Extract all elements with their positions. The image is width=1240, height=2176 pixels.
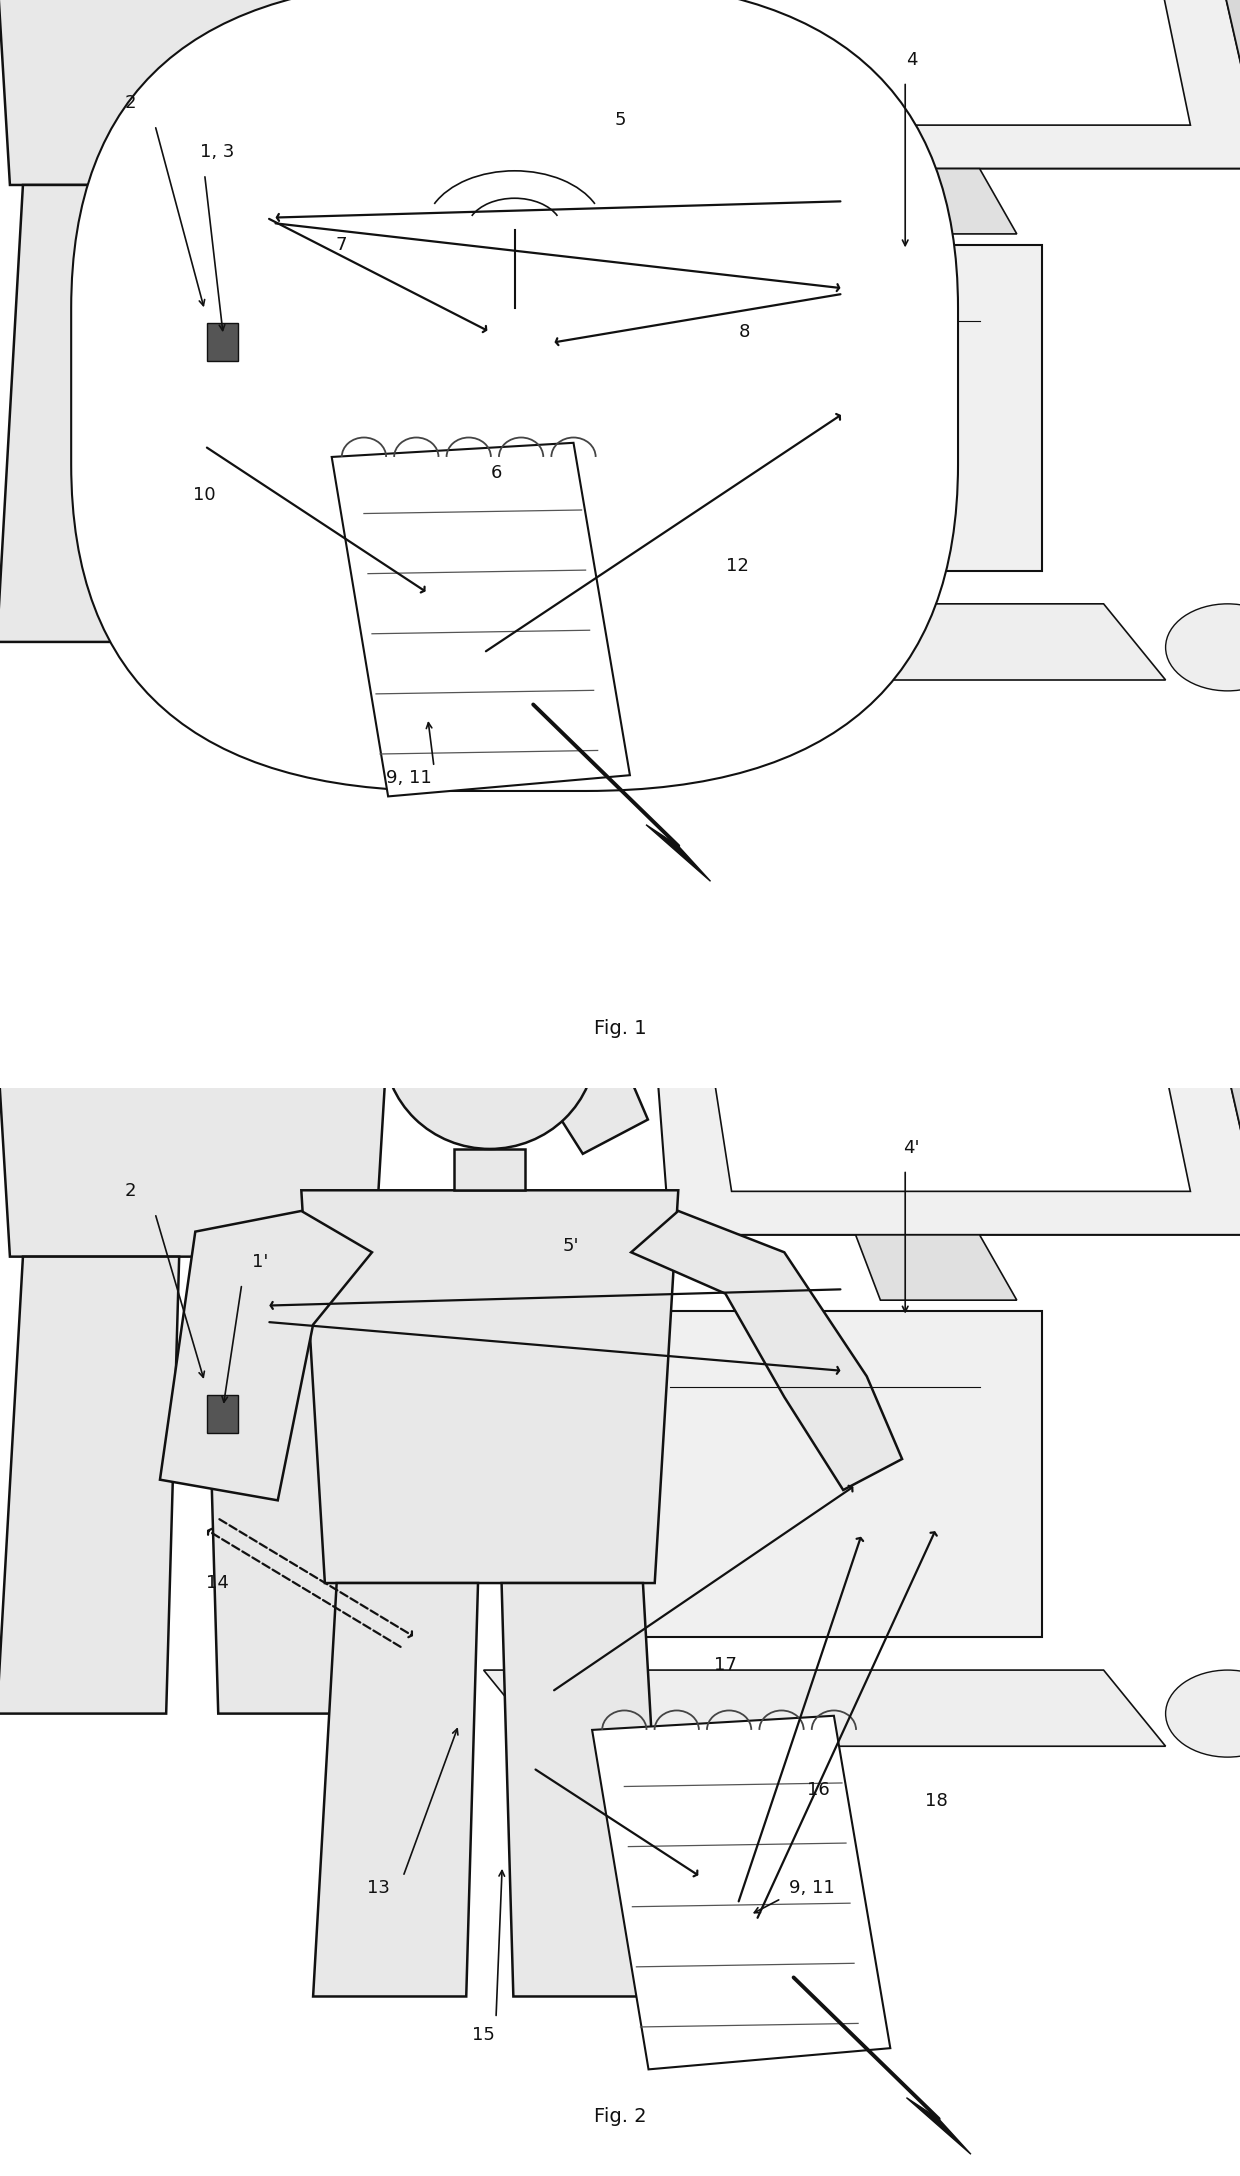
Ellipse shape [74,548,310,777]
Text: 14: 14 [206,1573,228,1593]
Polygon shape [455,1149,526,1190]
Polygon shape [0,1258,179,1715]
Polygon shape [160,1210,372,1501]
Text: 2: 2 [124,94,136,113]
Polygon shape [906,2098,971,2154]
Polygon shape [0,185,179,642]
Polygon shape [331,444,630,796]
Polygon shape [1190,0,1240,202]
Text: Fig. 1: Fig. 1 [594,1018,646,1038]
Text: 9, 11: 9, 11 [790,1878,835,1897]
Polygon shape [501,1584,667,1998]
Polygon shape [646,825,711,881]
Polygon shape [570,246,1042,572]
Text: 2: 2 [124,1182,136,1201]
Polygon shape [206,1258,387,1715]
Polygon shape [0,823,401,1258]
Polygon shape [206,185,387,642]
Text: 4': 4' [903,1138,920,1158]
Ellipse shape [384,942,596,1149]
Polygon shape [153,777,231,823]
Polygon shape [570,1310,1042,1639]
Polygon shape [0,0,62,94]
Text: 5': 5' [562,1236,579,1256]
Text: 10: 10 [193,485,216,505]
Polygon shape [348,846,647,1153]
Bar [207,1395,238,1432]
Text: 1': 1' [252,1253,269,1271]
Polygon shape [301,1190,678,1584]
Polygon shape [348,0,647,83]
Text: 9, 11: 9, 11 [387,768,432,788]
Text: 6: 6 [490,463,502,483]
Polygon shape [645,910,1240,1236]
Text: 17: 17 [714,1656,737,1673]
Text: 4: 4 [905,50,918,70]
Polygon shape [694,953,1190,1192]
Text: 15: 15 [472,2026,495,2043]
Text: 18: 18 [925,1791,947,1810]
Text: Fig. 2: Fig. 2 [594,2106,646,2126]
Text: 13: 13 [367,1878,389,1897]
Text: 8: 8 [738,322,750,342]
Polygon shape [856,1236,1017,1301]
Bar [207,322,238,361]
Polygon shape [694,0,1190,124]
Text: 7: 7 [335,235,347,255]
Text: 12: 12 [727,557,749,574]
Text: 1, 3: 1, 3 [200,144,234,161]
Polygon shape [0,846,62,1166]
Polygon shape [645,0,1240,168]
Polygon shape [631,1210,903,1491]
Polygon shape [312,1584,479,1998]
Polygon shape [484,605,1166,679]
Polygon shape [591,1715,890,2069]
Text: 5: 5 [614,111,626,128]
Ellipse shape [1166,1671,1240,1758]
Polygon shape [1190,910,1240,1266]
FancyBboxPatch shape [71,0,959,792]
Text: 16: 16 [807,1780,830,1800]
Polygon shape [484,1671,1166,1745]
Ellipse shape [1166,605,1240,692]
Polygon shape [0,0,401,185]
Polygon shape [856,168,1017,235]
